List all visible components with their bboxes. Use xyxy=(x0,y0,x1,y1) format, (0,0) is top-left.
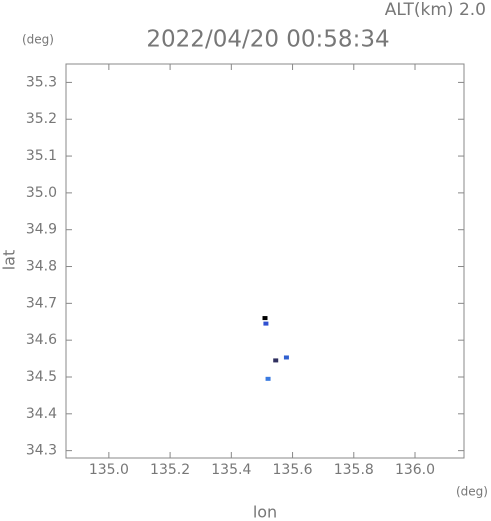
y-tick-label: 35.3 xyxy=(26,74,57,90)
plot-frame xyxy=(65,63,465,459)
y-tick-label: 34.7 xyxy=(26,295,57,311)
x-tick-label: 135.2 xyxy=(150,462,190,478)
echo-point xyxy=(283,355,289,360)
echo-point xyxy=(263,321,269,326)
chart-title: 2022/04/20 00:58:34 xyxy=(146,27,389,53)
echo-point xyxy=(265,376,271,381)
x-tick-label: 136.0 xyxy=(395,462,435,478)
echo-point xyxy=(273,358,279,363)
x-unit: (deg) xyxy=(456,485,488,499)
x-tick-label: 135.6 xyxy=(273,462,313,478)
x-tick-label: 135.0 xyxy=(89,462,129,478)
y-tick-label: 34.9 xyxy=(26,222,57,238)
y-tick-label: 35.1 xyxy=(26,148,57,164)
y-tick-label: 35.2 xyxy=(26,111,57,127)
y-tick-label: 34.5 xyxy=(26,369,57,385)
altitude-label: ALT(km) 2.0 xyxy=(385,0,486,20)
y-tick-label: 34.8 xyxy=(26,259,57,275)
y-tick-label: 35.0 xyxy=(26,185,57,201)
y-tick-label: 34.3 xyxy=(26,443,57,459)
echo-point xyxy=(262,316,268,321)
x-tick-label: 135.4 xyxy=(211,462,251,478)
x-tick-label: 135.8 xyxy=(334,462,374,478)
y-tick-label: 34.4 xyxy=(26,406,57,422)
y-axis-label: lat xyxy=(0,250,19,271)
x-axis-label: lon xyxy=(253,503,277,521)
y-tick-label: 34.6 xyxy=(26,332,57,348)
y-unit: (deg) xyxy=(22,33,54,47)
